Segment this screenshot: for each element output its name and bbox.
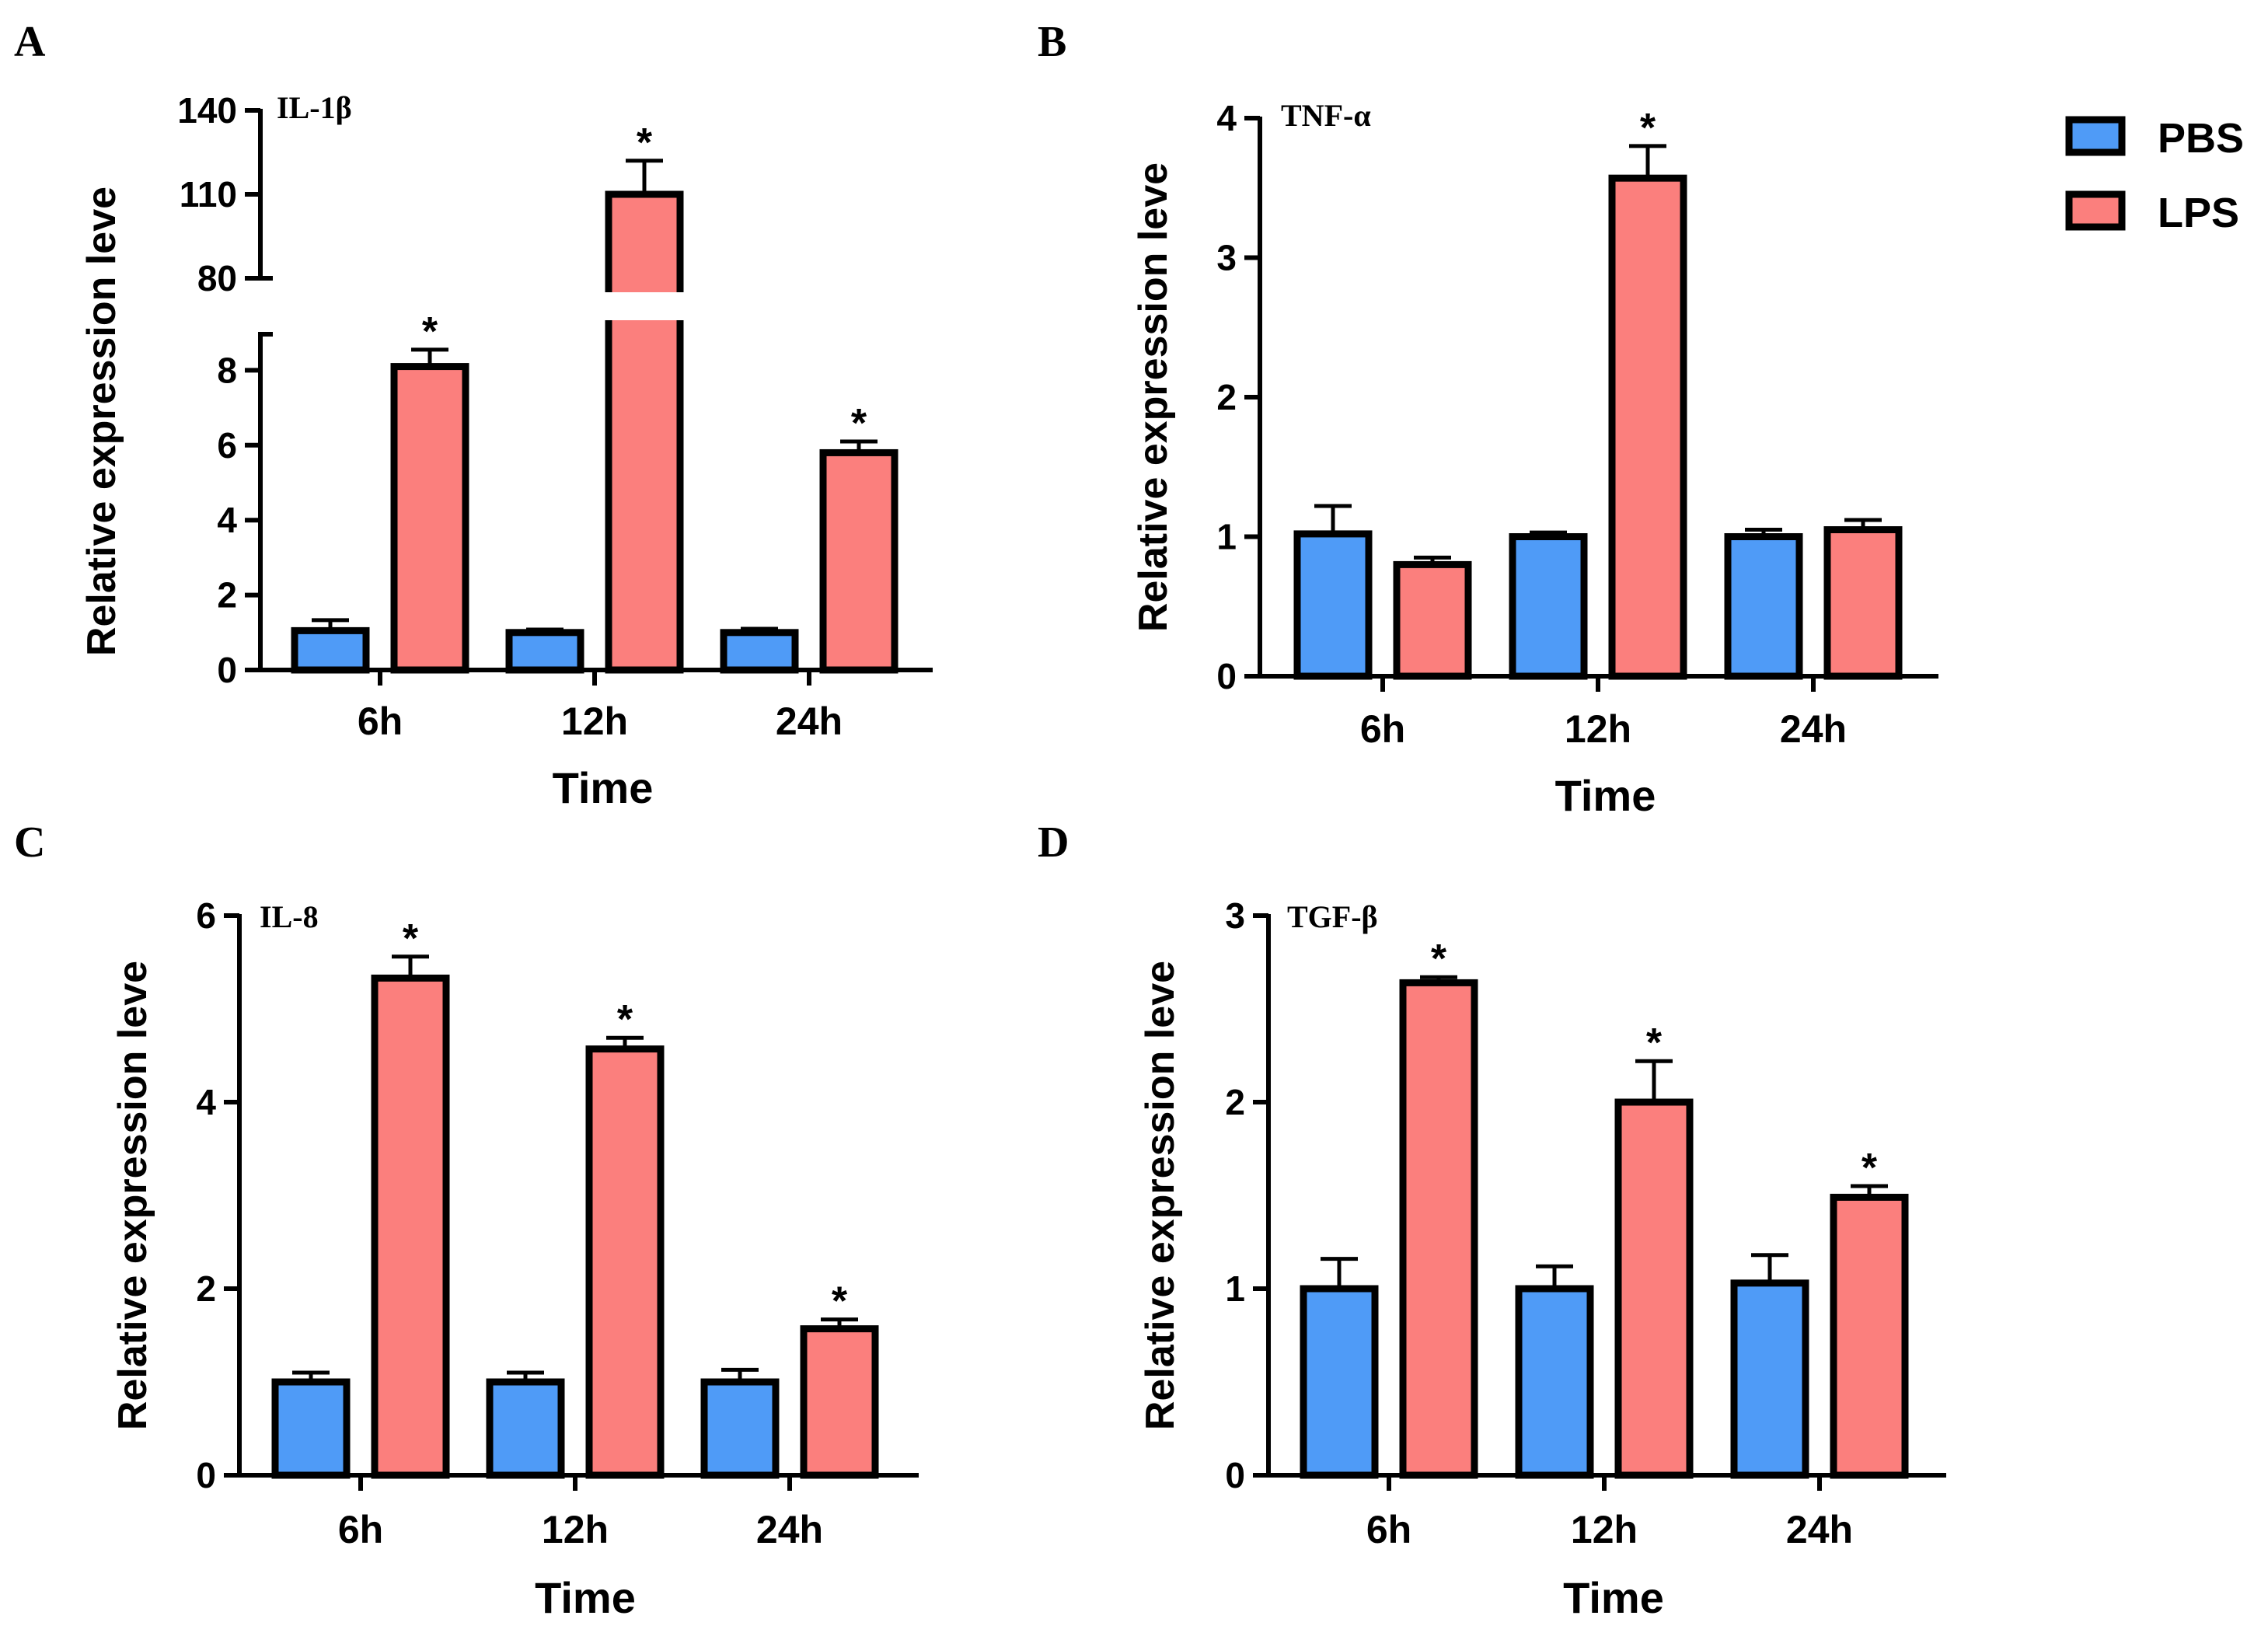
significance-star: * xyxy=(637,120,653,166)
significance-star: * xyxy=(832,1279,848,1324)
y-tick-label: 140 xyxy=(177,90,237,131)
y-tick-label: 3 xyxy=(1225,895,1245,936)
significance-star: * xyxy=(617,997,633,1042)
bar-lps-12h xyxy=(605,190,684,674)
y-tick-label: 2 xyxy=(1216,377,1237,417)
gene-title: IL-8 xyxy=(260,899,319,934)
x-tick-label: 6h xyxy=(1366,1508,1411,1551)
legend-swatch-pbs xyxy=(2065,116,2126,156)
y-tick-label: 2 xyxy=(1225,1082,1245,1122)
panel-letter: A xyxy=(14,18,46,66)
significance-star: * xyxy=(422,309,438,354)
x-tick-label: 6h xyxy=(358,700,403,743)
y-tick-label: 4 xyxy=(217,500,237,540)
y-tick-label: 0 xyxy=(1216,656,1237,696)
bar-lps-24h xyxy=(819,448,898,674)
significance-star: * xyxy=(403,916,419,961)
x-tick-label: 24h xyxy=(776,700,843,743)
y-axis-label: Relative expression leve xyxy=(1131,162,1176,632)
y-tick-label: 4 xyxy=(1216,98,1237,138)
y-tick-label: 110 xyxy=(180,174,237,215)
bar-lps-24h xyxy=(1830,1193,1909,1479)
x-axis-label: Time xyxy=(1555,771,1656,820)
bar-lps-6h xyxy=(1399,979,1478,1479)
bar-pbs-6h xyxy=(1293,530,1373,680)
legend-label-lps: LPS xyxy=(2158,190,2239,236)
panel-letter: B xyxy=(1038,18,1066,66)
x-tick-label: 24h xyxy=(756,1508,823,1551)
y-tick-label: 80 xyxy=(197,258,237,298)
bar-pbs-24h xyxy=(1724,533,1803,680)
significance-star: * xyxy=(1862,1146,1878,1191)
x-axis-label: Time xyxy=(553,763,654,812)
y-tick-label: 2 xyxy=(217,575,237,616)
x-tick-label: 12h xyxy=(561,700,628,743)
gene-title: TNF-α xyxy=(1281,98,1371,133)
significance-star: * xyxy=(1431,937,1447,982)
legend-label-pbs: PBS xyxy=(2158,115,2244,162)
significance-star: * xyxy=(1646,1021,1663,1066)
bar-pbs-12h xyxy=(486,1378,565,1479)
bar-pbs-12h xyxy=(505,629,584,674)
panel-letter: C xyxy=(14,818,45,867)
bar-pbs-24h xyxy=(700,1378,780,1479)
gene-title: TGF-β xyxy=(1287,899,1378,934)
significance-star: * xyxy=(1640,106,1656,151)
bar-break-gap xyxy=(602,292,686,320)
bar-pbs-12h xyxy=(1515,1285,1594,1479)
y-tick-label: 0 xyxy=(196,1455,216,1495)
x-tick-label: 12h xyxy=(542,1508,609,1551)
bar-pbs-6h xyxy=(1300,1285,1379,1479)
panel-b: B TNF-α 0 1 2 3 4 Relative expression leve 6h * 12… xyxy=(1038,18,1938,820)
y-axis-label: Relative expression leve xyxy=(79,187,124,656)
bar-lps-6h xyxy=(371,974,450,1479)
x-tick-label: 12h xyxy=(1565,707,1631,751)
y-tick-label: 6 xyxy=(196,895,216,936)
bar-pbs-24h xyxy=(1730,1279,1809,1479)
panel-letter: D xyxy=(1038,818,1069,867)
significance-star: * xyxy=(851,401,867,446)
bar-lps-12h xyxy=(1614,1098,1694,1479)
panel-d: D TGF-β 0 1 2 3 Relative expression leve * 6h * 12… xyxy=(1038,818,1946,1622)
legend-swatch-lps xyxy=(2065,190,2126,231)
y-tick-label: 8 xyxy=(217,350,237,390)
gene-title: IL-1β xyxy=(277,90,352,125)
y-tick-label: 0 xyxy=(217,650,237,690)
y-tick-label: 1 xyxy=(1225,1268,1245,1309)
bar-pbs-12h xyxy=(1509,533,1588,680)
bar-lps-12h xyxy=(1608,174,1687,680)
y-tick-label: 4 xyxy=(196,1082,216,1122)
y-axis-label: Relative expression leve xyxy=(110,961,155,1430)
bar-pbs-6h xyxy=(271,1378,351,1479)
bar-lps-6h xyxy=(390,363,469,674)
bar-lps-6h xyxy=(1393,560,1472,680)
panel-a: A IL-1β 0 2 4 6 8 80 110 140 Relative expression l… xyxy=(14,18,933,812)
x-axis-label: Time xyxy=(535,1573,636,1622)
bar-lps-24h xyxy=(1823,526,1903,680)
bar-pbs-24h xyxy=(720,629,799,674)
y-tick-label: 2 xyxy=(196,1268,216,1309)
y-tick-label: 1 xyxy=(1216,517,1237,557)
x-axis-label: Time xyxy=(1563,1573,1664,1622)
x-tick-label: 24h xyxy=(1780,707,1847,751)
bar-pbs-6h xyxy=(291,626,370,674)
x-tick-label: 6h xyxy=(1360,707,1405,751)
x-tick-label: 12h xyxy=(1571,1508,1638,1551)
y-tick-label: 3 xyxy=(1216,238,1237,278)
bar-lps-12h xyxy=(585,1045,665,1479)
y-tick-label: 6 xyxy=(217,425,237,466)
panel-c: C IL-8 0 2 4 6 Relative expression leve * 6h * 12h… xyxy=(14,818,919,1622)
y-axis-label: Relative expression leve xyxy=(1138,961,1183,1430)
bar-lps-24h xyxy=(800,1325,879,1479)
legend: PBS LPS xyxy=(2065,115,2244,236)
y-tick-label: 0 xyxy=(1225,1455,1245,1495)
x-tick-label: 24h xyxy=(1786,1508,1853,1551)
x-tick-label: 6h xyxy=(338,1508,383,1551)
